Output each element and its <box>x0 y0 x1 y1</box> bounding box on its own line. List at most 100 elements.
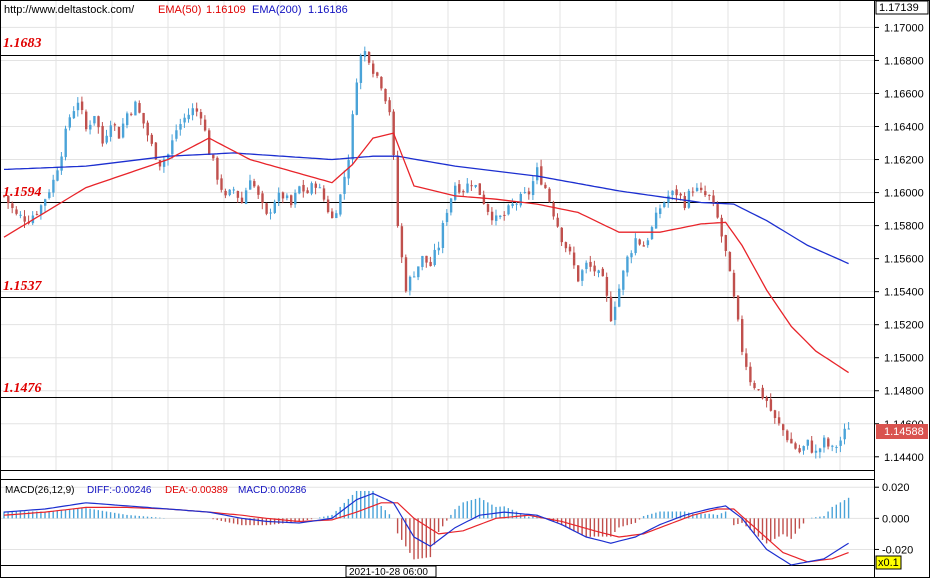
candle-body <box>331 211 334 218</box>
level-lines <box>1 55 874 398</box>
candle-body <box>294 192 297 205</box>
candle-body <box>700 187 703 191</box>
ema200-value: 1.16186 <box>308 4 348 16</box>
candle-body <box>359 55 363 83</box>
candle-body <box>68 117 71 128</box>
current-price-box <box>876 424 928 439</box>
candle-body <box>396 155 399 226</box>
candle-body <box>72 111 76 119</box>
candlesticks <box>3 46 850 459</box>
candle-body <box>19 214 22 216</box>
candle-body <box>97 116 100 128</box>
candle-body <box>716 204 719 218</box>
candle-body <box>39 205 43 215</box>
candle-body <box>322 188 326 200</box>
candle-body <box>634 238 637 254</box>
candle-body <box>310 183 313 194</box>
candle-body <box>417 266 420 278</box>
candle-body <box>786 430 789 441</box>
price-tick-label: 1.17000 <box>884 22 924 34</box>
candle-body <box>810 440 814 453</box>
candle-body <box>745 353 748 367</box>
candle-body <box>101 125 104 144</box>
candle-body <box>85 111 88 130</box>
candle-body <box>199 112 203 119</box>
candle-body <box>146 122 149 136</box>
candle-body <box>388 100 391 113</box>
candle-body <box>23 216 26 222</box>
candle-body <box>818 448 822 453</box>
candle-body <box>835 446 838 448</box>
candle-body <box>134 101 137 116</box>
candle-body <box>486 204 490 212</box>
candle-body <box>437 247 440 251</box>
candle-body <box>843 428 846 440</box>
macd-tick-label: 0.000 <box>882 513 910 525</box>
candle-body <box>48 192 51 198</box>
candle-body <box>613 306 617 320</box>
macd-diff-label: DIFF:-0.00246 <box>87 485 152 496</box>
candle-body <box>257 186 260 195</box>
candle-body <box>462 191 465 193</box>
candle-body <box>663 202 666 207</box>
candle-body <box>597 270 600 274</box>
price-tick-label: 1.15000 <box>884 353 924 365</box>
candle-body <box>384 88 387 102</box>
candle-body <box>203 119 207 131</box>
candle-body <box>794 443 797 449</box>
candle-body <box>380 76 383 89</box>
candle-body <box>109 125 112 137</box>
candle-body <box>753 383 756 389</box>
candle-body <box>544 184 547 188</box>
macd-dea-line <box>3 502 849 563</box>
candle-body <box>671 190 674 196</box>
candle-body <box>708 194 711 196</box>
candle-body <box>449 198 453 213</box>
candle-body <box>224 190 227 196</box>
macd-axis-ticks: 0.020 0.000 -0.020 <box>874 482 913 556</box>
candle-body <box>552 202 555 217</box>
candle-body <box>240 197 244 203</box>
candle-body <box>363 51 367 57</box>
candle-body <box>638 239 641 245</box>
candle-body <box>113 124 117 126</box>
candle-body <box>408 276 412 291</box>
candle-body <box>540 166 543 185</box>
macd-histogram <box>3 490 850 560</box>
top-value: 1.17139 <box>879 2 919 14</box>
candle-body <box>290 195 293 206</box>
candle-body <box>220 178 223 190</box>
candle-body <box>777 417 781 424</box>
candle-body <box>724 235 727 251</box>
time-label: 2021-10-28 06:00 <box>349 567 428 578</box>
candle-body <box>80 101 84 111</box>
candle-body <box>765 397 768 401</box>
candle-body <box>351 114 354 160</box>
candle-body <box>121 123 125 138</box>
candle-body <box>167 154 170 160</box>
candle-body <box>466 183 469 193</box>
candle-body <box>208 130 211 155</box>
candle-body <box>228 189 231 196</box>
level-label-2: 1.1594 <box>3 185 42 200</box>
price-tick-label: 1.16400 <box>884 122 924 134</box>
candle-body <box>626 256 629 273</box>
scale-box <box>875 555 902 570</box>
macd-title: MACD(26,12,9) <box>5 485 74 496</box>
candle-body <box>585 262 588 270</box>
candle-body <box>560 227 563 243</box>
candle-body <box>519 193 522 206</box>
scale-label: x0.1 <box>878 557 899 569</box>
candle-body <box>236 190 240 198</box>
candle-body <box>249 180 252 190</box>
candle-body <box>150 134 153 144</box>
candle-body <box>376 72 379 76</box>
candle-body <box>93 115 96 124</box>
candle-body <box>482 194 486 204</box>
candle-body <box>630 253 633 258</box>
candle-body <box>343 176 346 194</box>
candle-body <box>372 63 375 74</box>
price-tick-label: 1.15400 <box>884 287 924 299</box>
